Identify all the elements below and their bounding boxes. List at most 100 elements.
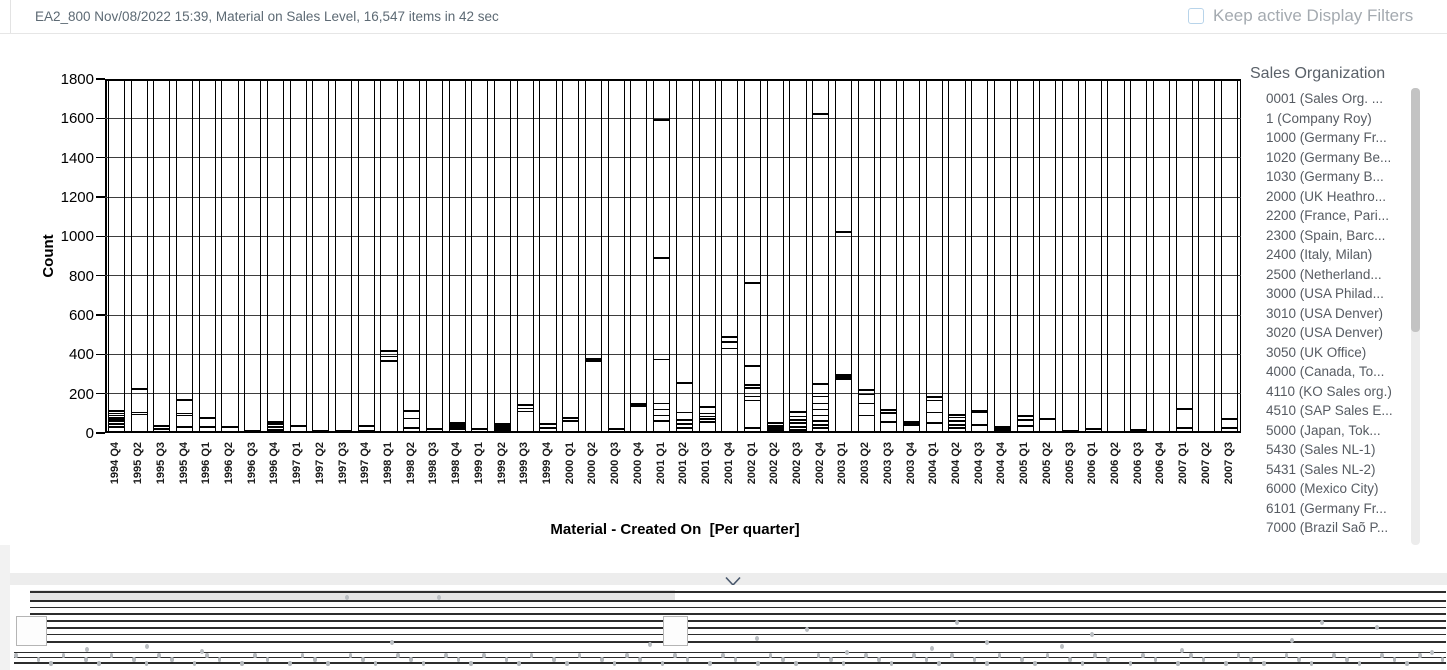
preview-dot <box>756 661 760 666</box>
bar-2007-Q3[interactable] <box>1221 79 1239 433</box>
bar-2001-Q1[interactable] <box>653 79 671 433</box>
sales-org-item[interactable]: 0001 (Sales Org. ... <box>1266 91 1384 106</box>
segment-line <box>790 429 806 431</box>
bar-2002-Q4[interactable] <box>812 79 830 433</box>
segment-line <box>813 383 829 385</box>
bar-1996-Q3[interactable] <box>244 79 262 433</box>
gridline <box>105 117 1241 120</box>
bar-2003-Q1[interactable] <box>834 79 852 433</box>
segment-line <box>881 421 897 423</box>
bar-1996-Q2[interactable] <box>221 79 239 433</box>
preview-dot <box>1375 625 1379 630</box>
bar-2000-Q2[interactable] <box>584 79 603 433</box>
sales-org-item[interactable]: 4000 (Canada, To... <box>1266 364 1385 379</box>
sales-org-item[interactable]: 5431 (Sales NL-2) <box>1266 461 1376 477</box>
sales-org-item[interactable]: 2200 (France, Pari... <box>1266 208 1390 223</box>
bar-2001-Q4[interactable] <box>721 79 739 433</box>
bar-1997-Q2[interactable] <box>312 79 330 433</box>
sales-org-item[interactable]: 2000 (UK Heathro... <box>1266 188 1387 204</box>
bar-1997-Q1[interactable] <box>289 79 307 433</box>
bar-2006-Q1[interactable] <box>1084 79 1102 433</box>
chevron-down-icon[interactable] <box>724 574 742 587</box>
bar-2005-Q2[interactable] <box>1039 79 1057 433</box>
bar-2007-Q2[interactable] <box>1198 79 1216 434</box>
sales-org-item[interactable]: 6000 (Mexico City) <box>1266 481 1379 496</box>
bar-1996-Q4[interactable] <box>266 79 284 433</box>
bar-2000-Q3[interactable] <box>607 79 625 433</box>
bar-1997-Q4[interactable] <box>357 79 375 433</box>
bar-2002-Q1[interactable] <box>743 79 762 433</box>
bar-2003-Q3[interactable] <box>880 79 898 433</box>
bar-1999-Q2[interactable] <box>494 79 512 433</box>
sales-list-scrollbar-thumb[interactable] <box>1411 88 1420 332</box>
sales-org-item[interactable]: 6101 (Germany Fr... <box>1266 500 1387 516</box>
x-tick-label: 1997 Q3 <box>336 442 349 485</box>
sales-org-item[interactable]: 1 (Company Roy) <box>1266 110 1372 126</box>
keep-filters-checkbox[interactable] <box>1188 8 1204 24</box>
sales-org-item[interactable]: 4510 (SAP Sales E... <box>1266 403 1393 418</box>
collapse-strip[interactable] <box>10 573 1447 585</box>
x-tick-label: 1997 Q1 <box>291 442 304 485</box>
bar-2006-Q3[interactable] <box>1130 79 1148 433</box>
segment-line <box>654 402 670 405</box>
x-tick-label: 2000 Q3 <box>609 442 622 485</box>
bar-1995-Q4[interactable] <box>175 79 194 433</box>
bar-1997-Q3[interactable] <box>335 79 353 433</box>
plot-frame <box>105 79 1241 433</box>
segment-line <box>199 426 215 428</box>
bar-2005-Q3[interactable] <box>1062 79 1080 433</box>
bar-1995-Q3[interactable] <box>153 79 171 433</box>
bar-2004-Q3[interactable] <box>971 79 989 433</box>
bar-1998-Q2[interactable] <box>403 79 421 433</box>
bar-2003-Q4[interactable] <box>903 79 921 433</box>
bar-2004-Q4[interactable] <box>993 79 1011 433</box>
sales-org-item[interactable]: 2500 (Netherland... <box>1266 266 1382 282</box>
sales-org-item[interactable]: 3050 (UK Office) <box>1266 344 1367 360</box>
sales-org-item[interactable]: 7000 (Brazil Saõ P... <box>1266 520 1389 535</box>
bar-2002-Q3[interactable] <box>789 79 807 433</box>
bar-1999-Q1[interactable] <box>471 79 489 433</box>
bar-2006-Q4[interactable] <box>1152 79 1171 434</box>
bar-2000-Q4[interactable] <box>630 79 648 433</box>
bar-1998-Q3[interactable] <box>425 79 443 433</box>
preview-dot <box>170 657 174 662</box>
sales-org-item[interactable]: 1000 (Germany Fr... <box>1266 130 1387 145</box>
bar-1994-Q4[interactable] <box>107 79 125 433</box>
preview-dot <box>517 661 521 666</box>
sales-org-item[interactable]: 1020 (Germany Be... <box>1266 149 1392 165</box>
bar-1996-Q1[interactable] <box>198 79 216 433</box>
preview-handle-right[interactable] <box>663 616 688 646</box>
bar-2001-Q2[interactable] <box>675 79 693 433</box>
x-tick-label: 2000 Q2 <box>586 442 599 485</box>
sales-org-item[interactable]: 5000 (Japan, Tok... <box>1266 422 1381 438</box>
y-tick <box>96 314 105 316</box>
preview-dot <box>1290 638 1294 643</box>
bar-2003-Q2[interactable] <box>857 79 875 433</box>
bar-1998-Q4[interactable] <box>448 79 466 433</box>
bar-2000-Q1[interactable] <box>562 79 580 433</box>
bar-1998-Q1[interactable] <box>380 79 398 433</box>
bar-top-line <box>767 422 783 425</box>
bar-2004-Q2[interactable] <box>948 79 966 433</box>
sales-org-item[interactable]: 2300 (Spain, Barc... <box>1266 227 1386 243</box>
bar-2002-Q2[interactable] <box>766 79 784 433</box>
bar-1999-Q3[interactable] <box>516 79 534 433</box>
bar-2004-Q1[interactable] <box>925 79 943 433</box>
bar-2007-Q1[interactable] <box>1175 79 1193 433</box>
preview-row-line <box>30 633 1446 635</box>
sales-org-item[interactable]: 3000 (USA Philad... <box>1266 286 1384 301</box>
segment-line <box>495 425 511 427</box>
sales-org-item[interactable]: 1030 (Germany B... <box>1266 169 1384 184</box>
sales-org-item[interactable]: 3020 (USA Denver) <box>1266 325 1384 340</box>
sales-org-item[interactable]: 2400 (Italy, Milan) <box>1266 247 1373 262</box>
bar-1999-Q4[interactable] <box>539 79 557 433</box>
bar-2006-Q2[interactable] <box>1107 79 1125 434</box>
preview-handle-left[interactable] <box>16 616 47 646</box>
segment-line <box>813 402 829 405</box>
bar-2001-Q3[interactable] <box>698 79 716 433</box>
sales-org-item[interactable]: 4110 (KO Sales org.) <box>1266 383 1392 399</box>
bar-2005-Q1[interactable] <box>1016 79 1034 433</box>
sales-org-item[interactable]: 5430 (Sales NL-1) <box>1266 442 1376 457</box>
bar-1995-Q2[interactable] <box>130 79 148 433</box>
sales-org-item[interactable]: 3010 (USA Denver) <box>1266 305 1384 321</box>
